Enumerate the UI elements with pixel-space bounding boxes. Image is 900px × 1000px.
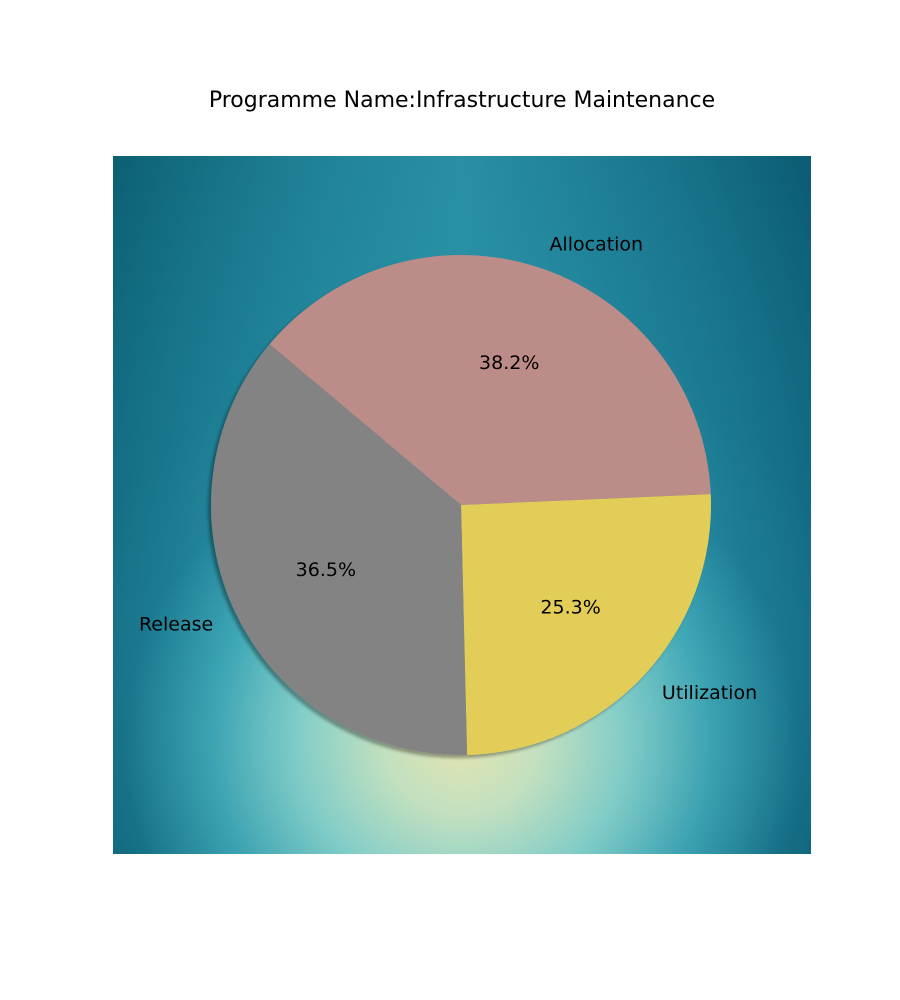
pie-chart: 38.2% Allocation 25.3% Utilization 36.5% Rele… bbox=[139, 234, 757, 755]
plot-area: 38.2% Allocation 25.3% Utilization 36.5% Rele… bbox=[113, 156, 811, 854]
pie-slices bbox=[210, 254, 712, 755]
pie-category-label: Allocation bbox=[549, 234, 643, 256]
pie-percent-label: 36.5% bbox=[296, 559, 356, 581]
pie-category-label: Utilization bbox=[662, 682, 757, 704]
pie-category-label: Release bbox=[139, 613, 213, 635]
chart-title: Programme Name:Infrastructure Maintenanc… bbox=[208, 88, 716, 113]
pie-percent-label: 38.2% bbox=[479, 352, 539, 374]
pie-slice-utilization bbox=[461, 494, 712, 755]
pie-slice-allocation bbox=[269, 254, 711, 505]
pie-slice-release bbox=[210, 344, 468, 755]
pie-percent-label: 25.3% bbox=[540, 596, 600, 618]
pie-labels: 38.2% Allocation 25.3% Utilization 36.5% Rele… bbox=[139, 234, 757, 704]
